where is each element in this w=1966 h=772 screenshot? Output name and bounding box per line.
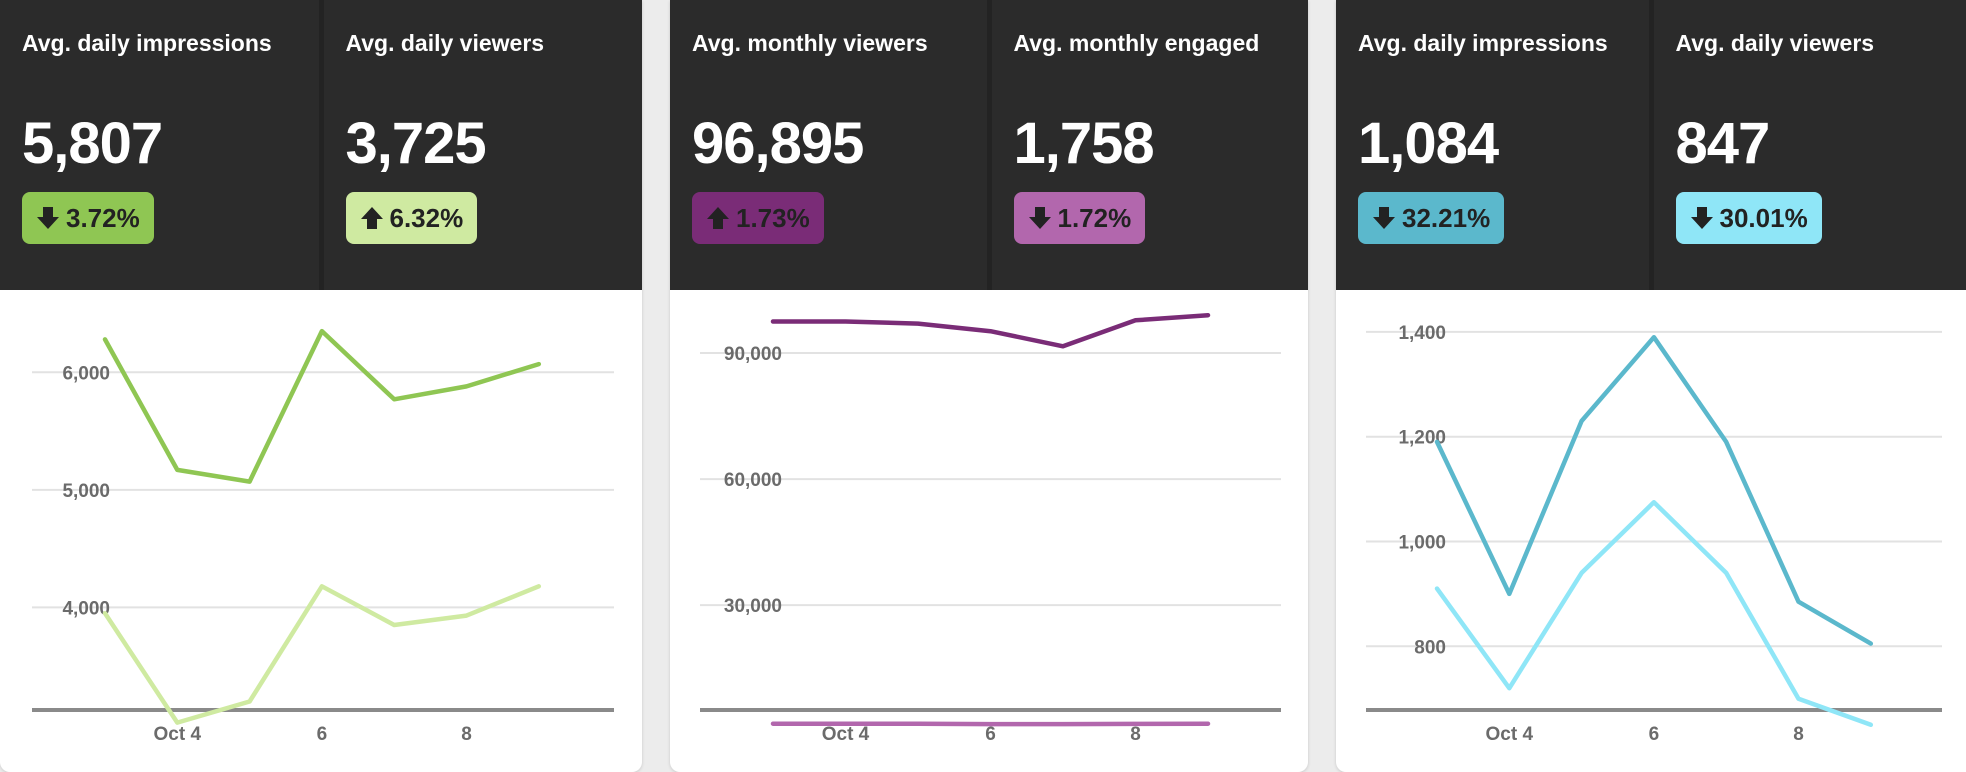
change-badge: 1.72% — [1013, 192, 1146, 244]
change-value: 32.21% — [1402, 202, 1491, 233]
change-badge: 1.73% — [692, 192, 824, 244]
stat-value: 1,084 — [1358, 111, 1499, 176]
arrow-down-icon — [1690, 207, 1713, 229]
x-tick-label: 6 — [985, 724, 996, 745]
change-value: 3.72% — [66, 202, 140, 233]
x-tick-label: 8 — [461, 724, 472, 745]
x-tick-label: Oct 4 — [154, 724, 202, 745]
stat-avg-daily-viewers: Avg. daily viewers 3,725 6.32% — [318, 0, 643, 290]
change-value: 6.32% — [389, 202, 464, 233]
change-badge: 32.21% — [1358, 192, 1505, 244]
x-tick-label: Oct 4 — [822, 724, 870, 745]
stat-label: Avg. monthly engaged — [1013, 30, 1260, 56]
card-header: Avg. monthly viewers 96,895 1.73% Avg. m… — [670, 0, 1308, 290]
line-chart: 30,000 60,000 90,000 Oct 4 6 8 — [700, 312, 1281, 745]
y-tick-label: 30,000 — [724, 596, 782, 617]
stat-label: Avg. daily viewers — [345, 30, 545, 56]
stat-avg-monthly-viewers: Avg. monthly viewers 96,895 1.73% — [670, 0, 987, 290]
series-line-1 — [1434, 334, 1874, 646]
change-badge: 3.72% — [22, 192, 154, 244]
change-badge: 6.32% — [345, 192, 478, 244]
change-badge: 30.01% — [1675, 192, 1822, 244]
y-tick-label: 1,200 — [1398, 428, 1446, 449]
x-tick-label: 8 — [1130, 724, 1141, 745]
arrow-up-icon — [360, 207, 383, 229]
series-line-2 — [102, 584, 542, 725]
y-tick-label: 4,000 — [62, 598, 110, 619]
stat-value: 847 — [1675, 111, 1771, 176]
x-tick-label: 6 — [317, 724, 328, 745]
change-value: 1.73% — [736, 202, 810, 233]
stat-label: Avg. daily impressions — [1358, 30, 1608, 56]
stat-avg-daily-impressions: Avg. daily impressions 5,807 3.72% — [0, 0, 319, 290]
stat-label: Avg. daily viewers — [1675, 30, 1875, 56]
card-1: Avg. daily impressions 5,807 3.72% Avg. … — [0, 0, 642, 772]
series-line-1 — [770, 312, 1211, 349]
line-chart: 4,000 5,000 6,000 Oct 4 6 8 — [32, 328, 614, 745]
series-line-2 — [1434, 499, 1874, 728]
stat-value: 3,725 — [345, 111, 487, 176]
stat-value: 5,807 — [22, 111, 163, 176]
y-tick-label: 60,000 — [724, 470, 782, 491]
stat-avg-daily-impressions: Avg. daily impressions 1,084 32.21% — [1336, 0, 1649, 290]
change-value: 30.01% — [1719, 202, 1808, 233]
y-tick-label: 1,000 — [1398, 532, 1446, 553]
y-tick-label: 800 — [1414, 637, 1446, 658]
arrow-down-icon — [37, 207, 59, 229]
x-tick-label: 8 — [1793, 724, 1804, 745]
y-tick-label: 6,000 — [62, 363, 110, 384]
stat-value: 96,895 — [692, 111, 864, 176]
stat-label: Avg. monthly viewers — [692, 30, 928, 56]
stat-value: 1,758 — [1013, 111, 1155, 176]
change-value: 1.72% — [1057, 202, 1132, 233]
line-chart: 800 1,000 1,200 1,400 Oct 4 6 8 — [1366, 323, 1942, 745]
series-line-1 — [102, 328, 542, 484]
x-tick-label: Oct 4 — [1486, 724, 1534, 745]
card-header: Avg. daily impressions 1,084 32.21% Avg.… — [1336, 0, 1966, 290]
y-tick-label: 90,000 — [724, 344, 782, 365]
stat-avg-monthly-engaged: Avg. monthly engaged 1,758 1.72% — [986, 0, 1309, 290]
arrow-down-icon — [1373, 207, 1395, 229]
y-tick-label: 1,400 — [1398, 323, 1446, 344]
card-header: Avg. daily impressions 5,807 3.72% Avg. … — [0, 0, 642, 290]
arrow-up-icon — [707, 207, 729, 229]
card-2: Avg. monthly viewers 96,895 1.73% Avg. m… — [670, 0, 1308, 772]
y-tick-label: 5,000 — [62, 481, 110, 502]
card-3: Avg. daily impressions 1,084 32.21% Avg.… — [1336, 0, 1966, 772]
stat-label: Avg. daily impressions — [22, 30, 272, 56]
x-tick-label: 6 — [1649, 724, 1660, 745]
stat-avg-daily-viewers: Avg. daily viewers 847 30.01% — [1648, 0, 1966, 290]
arrow-down-icon — [1028, 207, 1051, 229]
